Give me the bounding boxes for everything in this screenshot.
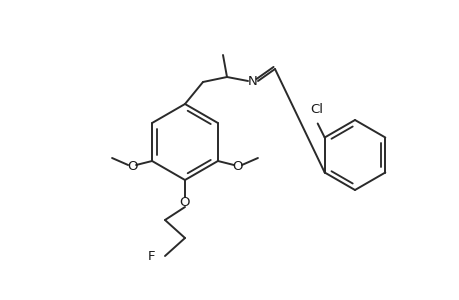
Text: Cl: Cl bbox=[309, 103, 323, 116]
Text: O: O bbox=[179, 196, 190, 208]
Text: N: N bbox=[247, 74, 257, 88]
Text: O: O bbox=[127, 160, 137, 172]
Text: O: O bbox=[232, 160, 243, 172]
Text: F: F bbox=[147, 250, 155, 262]
